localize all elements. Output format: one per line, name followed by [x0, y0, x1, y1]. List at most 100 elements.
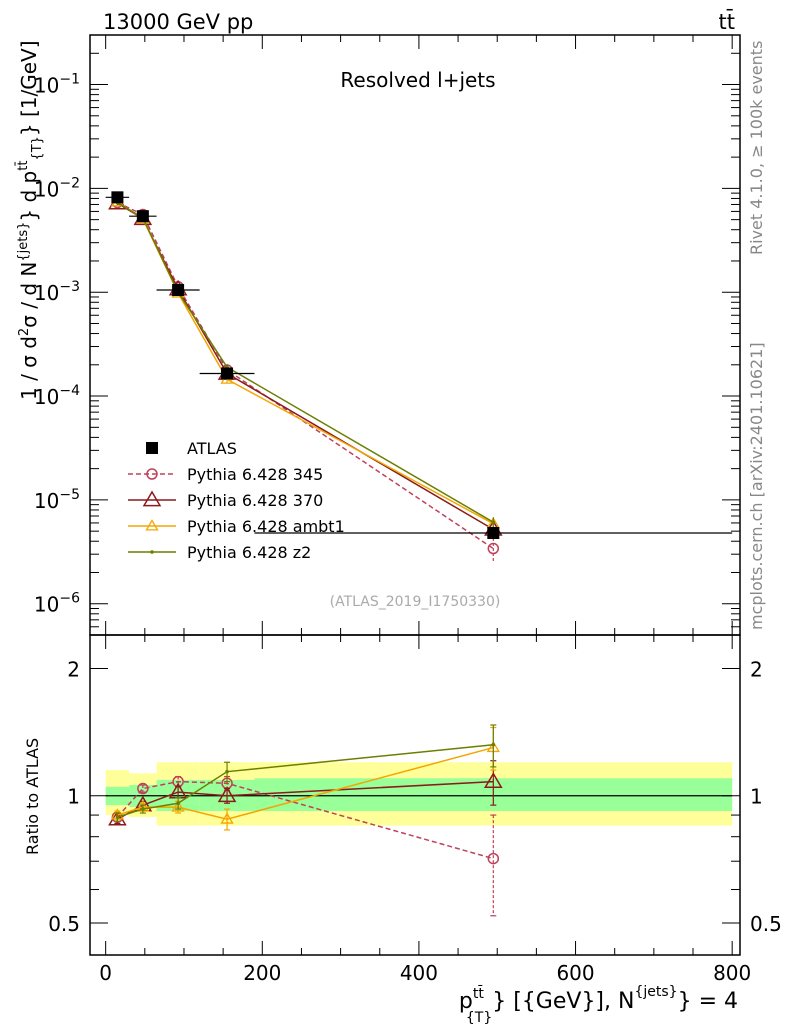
ratio-series-z2	[114, 724, 497, 822]
ratio-series-layer	[108, 724, 503, 917]
marker-dot	[225, 769, 229, 774]
legend-label: Pythia 6.428 370	[187, 491, 323, 510]
mcplots-label: mcplots.cern.ch [arXiv:2401.10621]	[747, 342, 766, 630]
marker-square	[172, 284, 185, 297]
main-ylabel: 1 / σ d2σ / d N{jets}} d ptt̄{T}} [1/GeV…	[16, 40, 45, 400]
legend-item-p345: Pythia 6.428 345	[128, 465, 323, 484]
marker-circle	[137, 782, 149, 795]
marker-triangle	[217, 786, 237, 803]
marker-triangle-small	[220, 812, 234, 824]
ylabel-part-4: {jets}	[16, 222, 31, 262]
ratio-ytick-label-right: 2	[750, 657, 763, 681]
marker-square	[136, 210, 149, 223]
ylabel-part-7: {T}	[30, 136, 45, 160]
main-ytick-label: 10−1	[34, 72, 80, 98]
ratio-ytick-label-right: 1	[750, 785, 763, 809]
legend-item-z2: Pythia 6.428 z2	[128, 543, 311, 562]
xlabel-part-4: } [{GeV}], N	[492, 989, 634, 1014]
marker-dot	[491, 742, 496, 747]
xlabel-part-5: {jets}	[634, 984, 677, 1000]
legend: ATLAS Pythia 6.428 345 Pythia 6.428 370 Pyt…	[128, 439, 345, 562]
ytick-base: 10	[34, 489, 59, 513]
legend-item-p370: Pythia 6.428 370	[128, 490, 323, 510]
ratio-ytick-labels: 2 2 1 1 0.5 0.5	[48, 657, 782, 936]
marker-dot	[491, 520, 496, 524]
main-ytick-label: 10−3	[34, 279, 80, 305]
marker-triangle-small	[145, 519, 159, 531]
main-series-layer	[105, 191, 733, 563]
ratio-xtick-label: 0	[99, 961, 112, 985]
process-label: tt̄	[719, 9, 735, 34]
ratio-xtick-label: 200	[243, 961, 281, 985]
ratio-ytick-label-right: 0.5	[750, 912, 782, 936]
ratio-xlabel: ptt̄ {T}} [{GeV}], N{jets}} = 4	[459, 984, 738, 1024]
legend-swatch	[146, 442, 158, 454]
ratio-frame	[89, 634, 741, 956]
legend-label: Pythia 6.428 z2	[187, 543, 311, 562]
rivet-version-label: Rivet 4.1.0, ≥ 100k events	[747, 41, 766, 255]
marker-dot	[115, 815, 120, 819]
marker-square	[111, 191, 124, 204]
ylabel-part-5: } d p	[17, 171, 41, 222]
ratio-panel: 2 21 10.5 0.5 0 200 400 600 800 Ratio to ATLAS …	[23, 634, 782, 1024]
main-ytick-label: 10−2	[34, 175, 80, 201]
ylabel-part-6: tt̄	[16, 161, 31, 171]
ytick-base: 10	[34, 593, 59, 617]
xlabel-part-2: tt̄	[473, 984, 484, 1002]
main-ytick-label: 10−5	[34, 487, 80, 513]
marker-circle	[487, 542, 500, 555]
legend-label: Pythia 6.428 ambt1	[187, 517, 345, 536]
marker-dot	[176, 801, 180, 806]
main-ytick-label: 10−4	[34, 383, 80, 409]
ytick-exponent: −6	[59, 591, 80, 607]
ytick-exponent: −3	[59, 279, 80, 295]
marker-dot	[141, 807, 145, 811]
xlabel-part-3: {T}	[466, 1010, 492, 1024]
ytick-exponent: −2	[59, 175, 80, 191]
ratio-ytick-label-left: 0.5	[48, 912, 80, 936]
ratio-xtick-labels: 0 200 400 600 800	[99, 961, 751, 985]
ytick-base: 10	[34, 385, 59, 409]
ytick-exponent: −1	[59, 72, 80, 88]
ratio-ytick-label-left: 1	[67, 785, 80, 809]
marker-triangle-small	[171, 800, 185, 812]
main-axis-ticks	[90, 35, 740, 636]
ratio-axis-ticks	[90, 635, 740, 955]
marker-circle	[487, 852, 500, 865]
ytick-exponent: −4	[59, 383, 80, 399]
marker-circle	[146, 468, 158, 480]
ylabel-part-3: σ / d N	[17, 262, 41, 328]
legend-label: ATLAS	[187, 439, 237, 458]
series-atlas	[105, 191, 733, 540]
main-ytick-labels: 10−110−210−310−410−510−6	[34, 72, 80, 617]
legend-label: Pythia 6.428 345	[187, 465, 323, 484]
ytick-base: 10	[34, 281, 59, 305]
legend-item-atlas: ATLAS	[146, 439, 237, 458]
ratio-ylabel: Ratio to ATLAS	[23, 738, 42, 855]
xlabel-part-6: } = 4	[678, 989, 738, 1014]
xlabel-part-1: p	[459, 989, 473, 1014]
ratio-xtick-label: 800	[713, 961, 751, 985]
chart-title: Resolved l+jets	[340, 68, 495, 92]
marker-triangle	[142, 490, 162, 507]
marker-triangle	[484, 772, 503, 788]
ylabel-part-2: 2	[17, 328, 32, 336]
analysis-watermark: (ATLAS_2019_I1750330)	[330, 594, 501, 610]
ytick-exponent: −5	[59, 487, 80, 503]
main-ytick-label: 10−6	[34, 591, 80, 617]
marker-triangle	[108, 809, 127, 826]
ytick-base: 10	[34, 74, 59, 98]
main-panel: Resolved l+jets (ATLAS_2019_I1750330) 10…	[16, 34, 741, 636]
ytick-base: 10	[34, 177, 59, 201]
ratio-ytick-label-left: 2	[67, 657, 80, 681]
marker-square	[487, 527, 500, 540]
marker-dot	[150, 550, 154, 554]
ylabel-part-1: 1 / σ d	[17, 336, 41, 400]
legend-item-ambt1: Pythia 6.428 ambt1	[128, 517, 345, 536]
energy-label: 13000 GeV pp	[103, 10, 253, 34]
ratio-xtick-label: 400	[400, 961, 438, 985]
series-p370	[108, 193, 503, 536]
ratio-xtick-label: 600	[556, 961, 594, 985]
marker-square	[221, 367, 234, 380]
